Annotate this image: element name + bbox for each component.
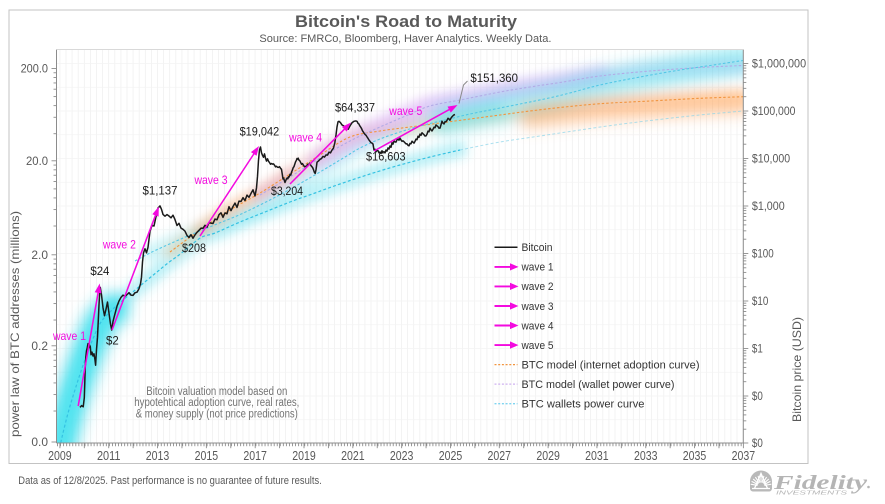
svg-text:2031: 2031 [585, 448, 609, 463]
svg-text:wave 2: wave 2 [521, 281, 554, 293]
svg-text:$24: $24 [90, 264, 109, 278]
svg-text:$1,000,000: $1,000,000 [752, 57, 806, 71]
svg-text:2009: 2009 [48, 448, 72, 463]
svg-text:$19,042: $19,042 [240, 125, 280, 139]
svg-text:200.0: 200.0 [21, 62, 49, 76]
svg-text:BTC model (wallet power curve): BTC model (wallet power curve) [522, 379, 675, 391]
svg-text:$64,337: $64,337 [335, 101, 375, 115]
svg-text:Source: FMRCo, Bloomberg, Have: Source: FMRCo, Bloomberg, Haver Analytic… [259, 33, 551, 45]
svg-text:Data as of 12/8/2025. Past per: Data as of 12/8/2025. Past performance i… [18, 475, 322, 487]
svg-text:$1,137: $1,137 [143, 184, 178, 198]
svg-text:2035: 2035 [683, 448, 707, 463]
svg-text:wave 2: wave 2 [102, 238, 136, 252]
svg-text:Bitcoin's Road to Maturity: Bitcoin's Road to Maturity [295, 13, 518, 31]
svg-text:$208: $208 [182, 241, 206, 255]
svg-text:wave 5: wave 5 [521, 340, 554, 352]
svg-text:wave 5: wave 5 [388, 104, 422, 118]
svg-text:BTC model (internet adoption c: BTC model (internet adoption curve) [522, 359, 700, 371]
svg-text:$0: $0 [752, 436, 763, 450]
svg-text:$2: $2 [106, 334, 119, 348]
svg-text:$16,603: $16,603 [366, 149, 406, 163]
svg-text:$10,000: $10,000 [752, 152, 790, 166]
svg-text:0.0: 0.0 [31, 435, 48, 449]
svg-text:$1: $1 [752, 342, 763, 356]
svg-text:$100: $100 [752, 247, 774, 261]
svg-text:power law of BTC addresses (mi: power law of BTC addresses (millions) [8, 211, 22, 437]
svg-text:2029: 2029 [536, 448, 560, 463]
svg-text:20.0: 20.0 [26, 154, 48, 168]
svg-text:Bitcoin valuation model based: Bitcoin valuation model based on [146, 386, 287, 398]
svg-text:2019: 2019 [292, 448, 316, 463]
svg-text:0.2: 0.2 [31, 339, 48, 353]
svg-text:$100,000: $100,000 [752, 104, 796, 118]
svg-text:2015: 2015 [195, 448, 219, 463]
svg-text:wave 4: wave 4 [521, 320, 554, 332]
svg-text:INVESTMENTS: INVESTMENTS [776, 491, 847, 497]
svg-text:wave 1: wave 1 [521, 262, 554, 274]
svg-text:$3,204: $3,204 [271, 184, 303, 198]
svg-text:2011: 2011 [97, 448, 121, 463]
svg-text:$1,000: $1,000 [752, 199, 785, 213]
svg-text:Bitcoin price (USD): Bitcoin price (USD) [790, 317, 804, 422]
svg-text:wave 4: wave 4 [288, 131, 322, 145]
svg-text:wave 1: wave 1 [52, 329, 86, 343]
svg-text:2037: 2037 [732, 448, 756, 463]
svg-text:2033: 2033 [634, 448, 658, 463]
svg-text:BTC wallets power curve: BTC wallets power curve [522, 399, 645, 411]
svg-text:2017: 2017 [243, 448, 267, 463]
svg-text:$0: $0 [752, 389, 763, 403]
svg-text:2027: 2027 [488, 448, 512, 463]
svg-text:& money supply (not price pred: & money supply (not price predictions) [136, 409, 298, 421]
svg-text:wave 3: wave 3 [194, 173, 228, 187]
svg-text:2023: 2023 [390, 448, 414, 463]
svg-text:Fidelity: Fidelity [773, 472, 868, 494]
svg-text:2.0: 2.0 [31, 248, 48, 262]
svg-text:2025: 2025 [439, 448, 463, 463]
svg-text:$151,360: $151,360 [470, 71, 518, 85]
svg-text:wave 3: wave 3 [521, 301, 554, 313]
svg-text:2021: 2021 [341, 448, 365, 463]
svg-text:hypotehtical adoption curve, r: hypotehtical adoption curve, real rates, [134, 397, 299, 409]
svg-text:2013: 2013 [146, 448, 170, 463]
svg-text:$10: $10 [752, 294, 769, 308]
svg-text:Bitcoin: Bitcoin [522, 242, 553, 254]
